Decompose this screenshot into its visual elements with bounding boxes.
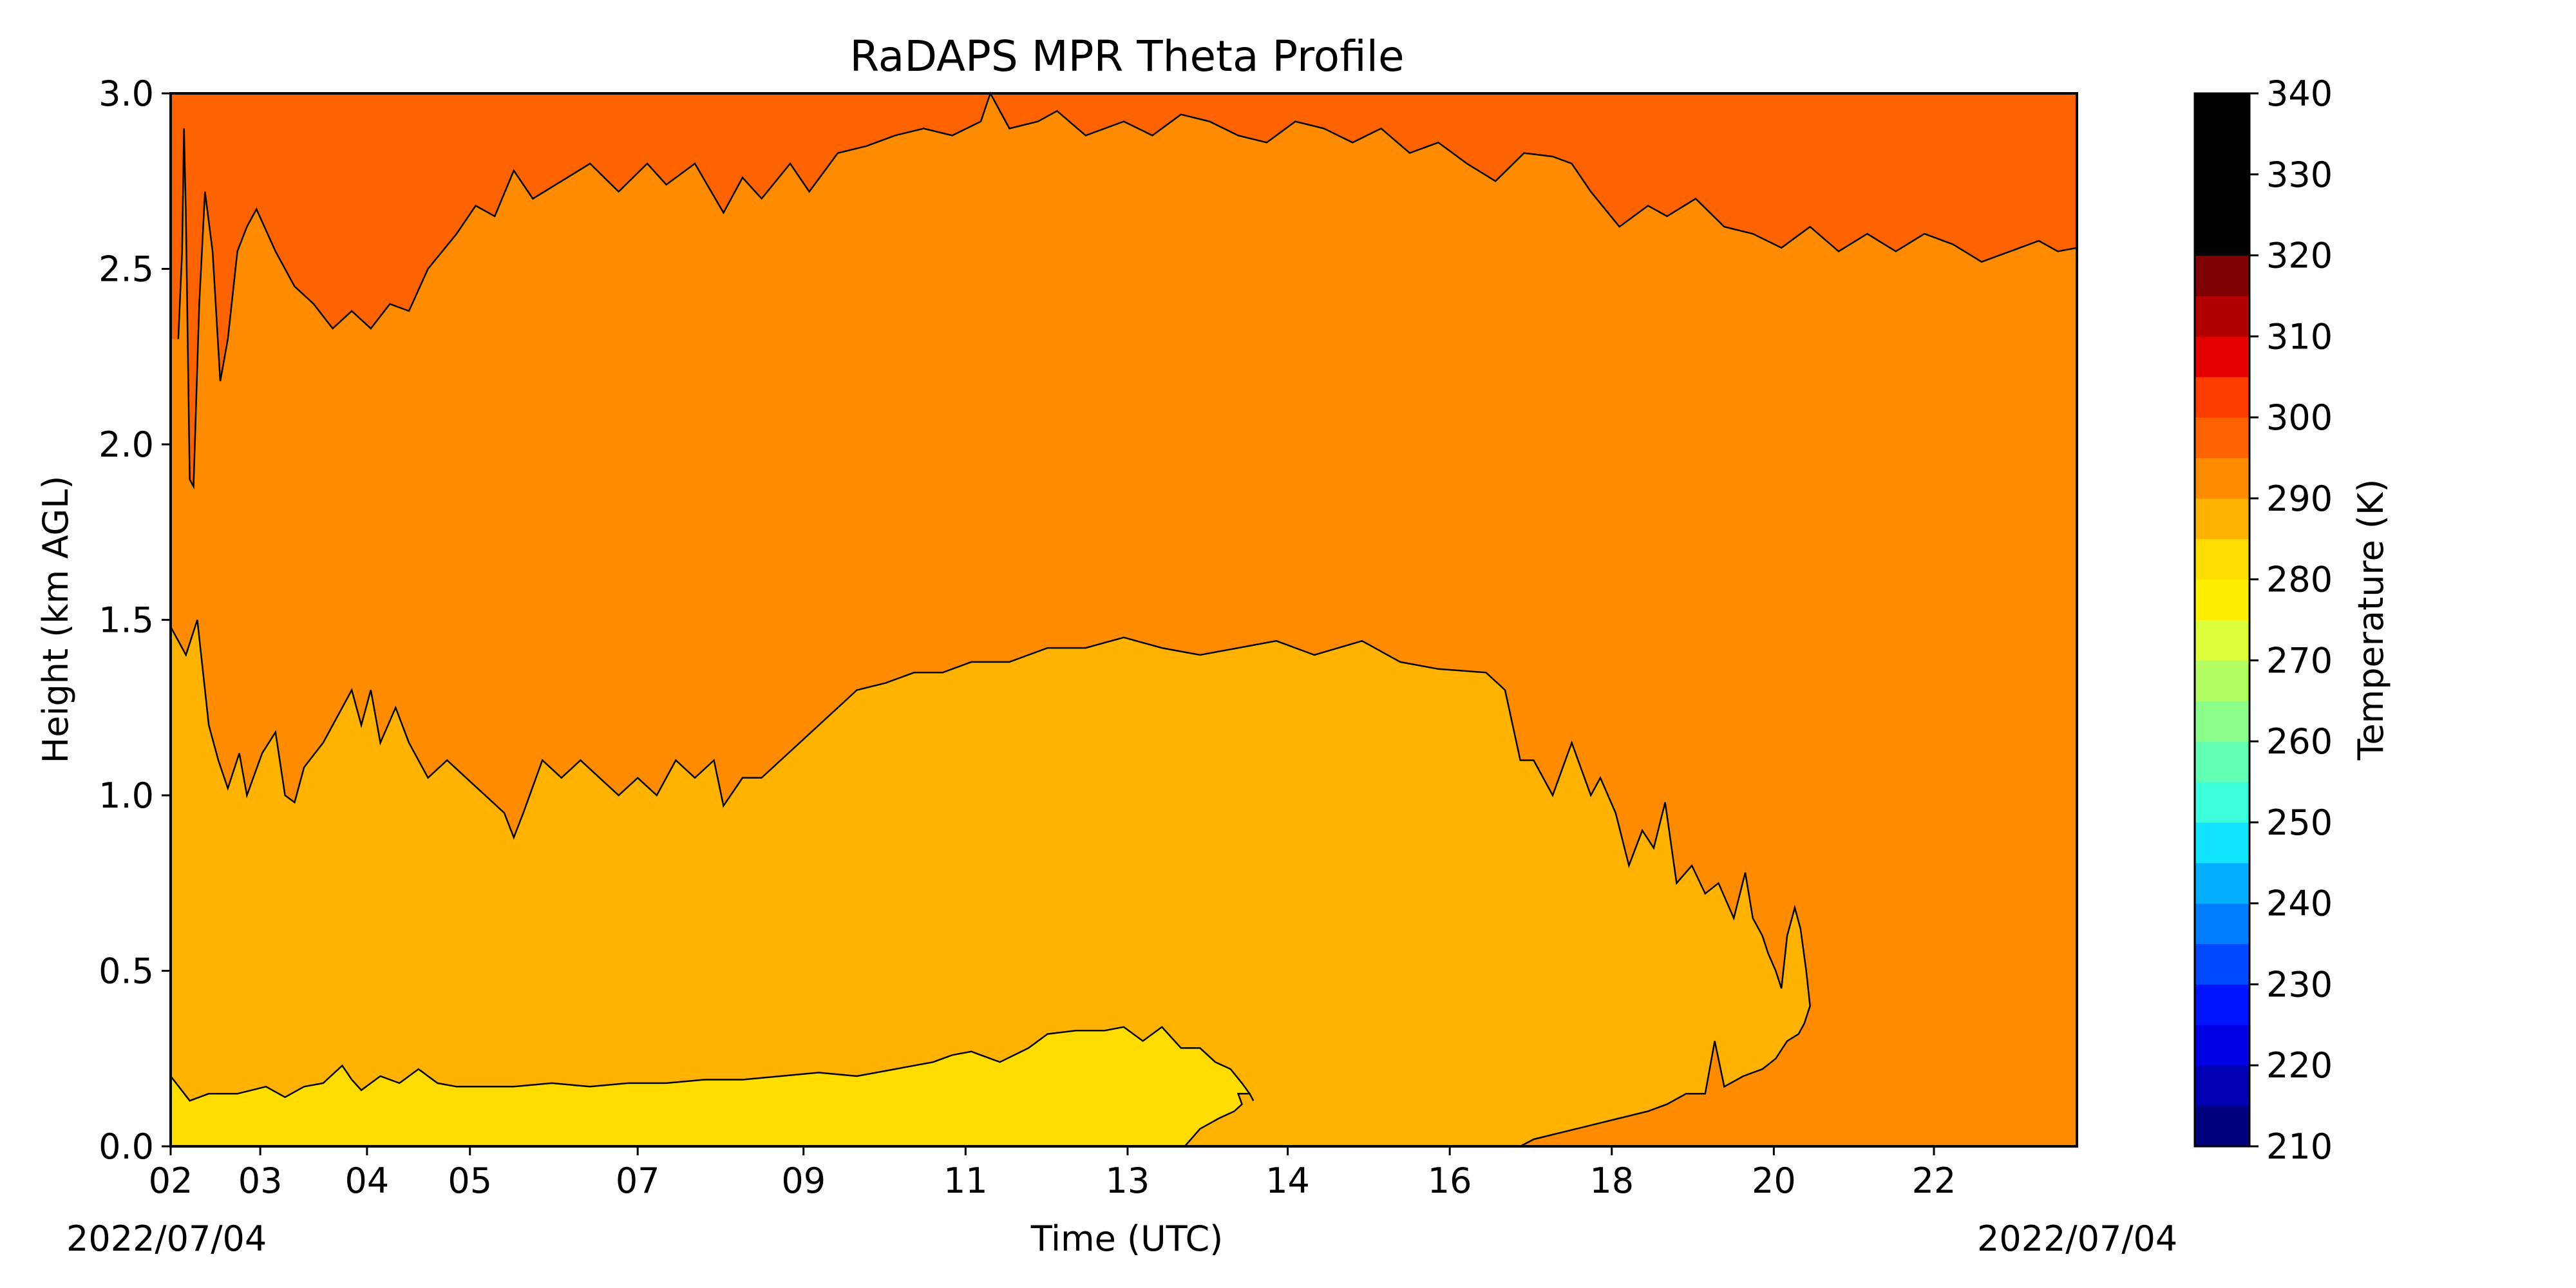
colorbar-bin <box>2195 1065 2249 1106</box>
contour-fill-300-305 <box>171 620 1810 1146</box>
y-tick-label: 1.0 <box>99 775 154 816</box>
colorbar-tick-label: 210 <box>2266 1126 2333 1167</box>
y-tick-label: 0.5 <box>99 951 154 992</box>
colorbar-frame <box>2193 92 2251 1148</box>
colorbar-tick-label: 220 <box>2266 1045 2333 1086</box>
colorbar-bin <box>2195 1106 2249 1147</box>
contour-line-305 <box>169 620 1811 1148</box>
x-axis: 02 03 04 05 07 09 11 13 14 16 18 20 22 <box>149 1146 1956 1201</box>
x-tick-label: 14 <box>1265 1160 1310 1201</box>
y-axis-label: Height (km AGL) <box>35 476 76 764</box>
colorbar-tick-label: 240 <box>2266 884 2333 924</box>
contour-line-310 <box>177 91 2078 490</box>
contour-line-300 <box>170 1026 1251 1102</box>
colorbar-bin <box>2195 701 2249 742</box>
colorbar-label: Temperature (K) <box>2351 479 2391 761</box>
colorbar-tick-label: 340 <box>2266 73 2333 114</box>
colorbar-bin <box>2195 174 2249 216</box>
colorbar-bin <box>2195 296 2249 337</box>
colorbar-bin <box>2195 782 2249 823</box>
colorbar-tick-label: 290 <box>2266 478 2333 519</box>
colorbar-bin <box>2195 417 2249 459</box>
colorbar-tick-label: 280 <box>2266 560 2333 600</box>
x-tick-label: 05 <box>448 1160 492 1201</box>
colorbar-tick-label: 310 <box>2266 316 2333 357</box>
y-tick-label: 2.0 <box>99 424 154 465</box>
colorbar-bin <box>2195 741 2249 782</box>
colorbar-bin <box>2195 538 2249 580</box>
colorbar-tick-label: 230 <box>2266 964 2333 1005</box>
contour-line-300-surface <box>1184 1093 1255 1147</box>
x-tick-label: 18 <box>1589 1160 1634 1201</box>
colorbar-bin <box>2195 377 2249 418</box>
chart-title: RaDAPS MPR Theta Profile <box>849 32 1404 81</box>
colorbar-bin <box>2195 214 2249 256</box>
x-tick-label: 03 <box>238 1160 283 1201</box>
colorbar-bin <box>2195 903 2249 945</box>
colorbar-bin <box>2195 943 2249 985</box>
y-tick-label: 1.5 <box>99 600 154 641</box>
colorbar-bin <box>2195 457 2249 499</box>
colorbar-tick-label: 270 <box>2266 640 2333 681</box>
colorbar-bin <box>2195 498 2249 540</box>
colorbar-bin <box>2195 336 2249 377</box>
x-tick-label: 09 <box>781 1160 826 1201</box>
y-tick-label: 0.0 <box>99 1126 154 1167</box>
contour-fill-295-300 <box>171 1027 1254 1146</box>
y-tick-label: 3.0 <box>99 73 154 114</box>
x-end-date: 2022/07/04 <box>1977 1218 2177 1259</box>
x-axis-label: Time (UTC) <box>1030 1218 1224 1259</box>
colorbar-bin <box>2195 822 2249 864</box>
colorbar-bin <box>2195 862 2249 904</box>
x-tick-label: 04 <box>345 1160 390 1201</box>
x-tick-label: 11 <box>943 1160 988 1201</box>
x-tick-label: 16 <box>1428 1160 1472 1201</box>
x-tick-label: 02 <box>149 1160 193 1201</box>
colorbar-tick-label: 300 <box>2266 397 2333 438</box>
colorbar-tick-label: 320 <box>2266 236 2333 276</box>
x-tick-label: 22 <box>1912 1160 1956 1201</box>
colorbar-bin <box>2195 93 2249 135</box>
colorbar-bin <box>2195 133 2249 175</box>
colorbar-bin <box>2195 660 2249 701</box>
colorbar-bin <box>2195 255 2249 296</box>
x-tick-label: 20 <box>1752 1160 1796 1201</box>
y-axis: 0.0 0.5 1.0 1.5 2.0 2.5 3.0 <box>99 73 171 1167</box>
colorbar-bin <box>2195 984 2249 1025</box>
x-start-date: 2022/07/04 <box>66 1218 267 1259</box>
colorbar-tick-label: 260 <box>2266 721 2333 762</box>
colorbar-bin <box>2195 579 2249 620</box>
colorbar-tick-label: 250 <box>2266 802 2333 843</box>
colorbar-bin <box>2195 1025 2249 1066</box>
colorbar-tick-label: 330 <box>2266 155 2333 195</box>
y-tick-label: 2.5 <box>99 249 154 290</box>
plot-area <box>169 91 2078 1148</box>
colorbar <box>2193 92 2251 1148</box>
x-tick-label: 13 <box>1106 1160 1150 1201</box>
x-tick-label: 07 <box>616 1160 660 1201</box>
colorbar-axis: 210 220 230 240 250 260 270 280 290 300 310 320 330 3… <box>2249 73 2333 1167</box>
colorbar-bin <box>2195 620 2249 661</box>
